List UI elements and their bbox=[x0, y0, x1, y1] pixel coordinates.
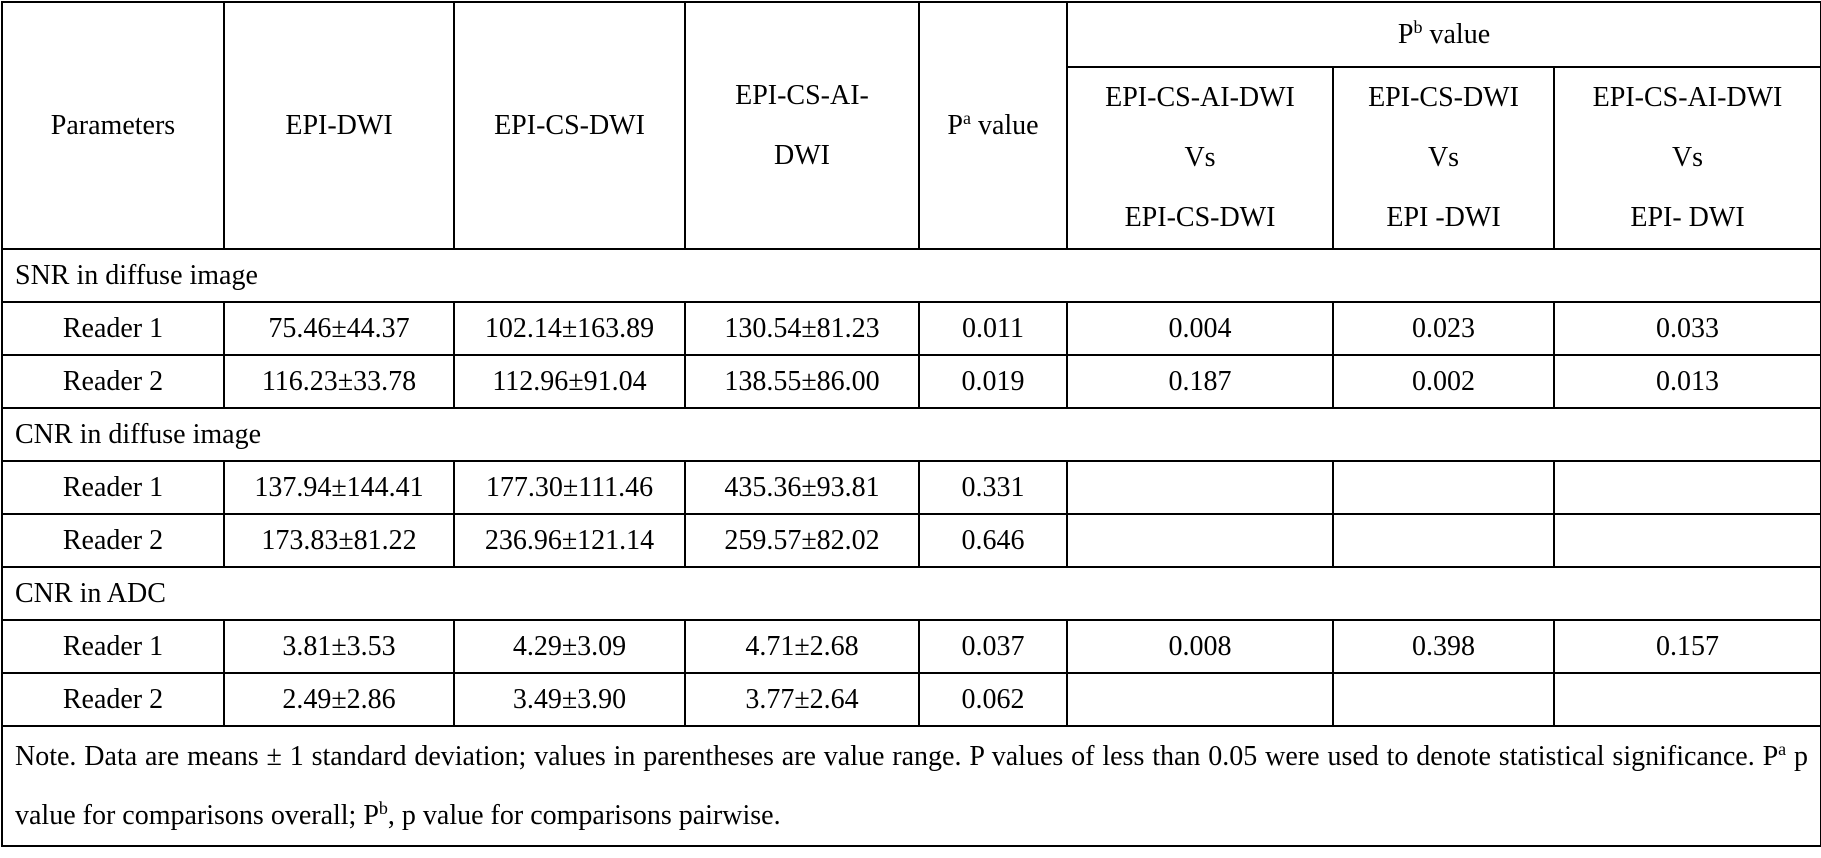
header-epi-cs-ai-dwi: EPI-CS-AI- DWI bbox=[684, 1, 920, 250]
epi-cs-dwi-cell: 112.96±91.04 bbox=[453, 354, 686, 409]
epi-cs-dwi-cell: 102.14±163.89 bbox=[453, 301, 686, 356]
pb-comparison-1-cell: 0.004 bbox=[1066, 301, 1334, 356]
epi-dwi-cell: 3.81±3.53 bbox=[223, 619, 455, 674]
header-pb-rest: value bbox=[1422, 18, 1491, 50]
pb-comparison-1-cell bbox=[1066, 672, 1334, 727]
reader-cell: Reader 1 bbox=[1, 460, 225, 515]
pa-value-cell: 0.019 bbox=[918, 354, 1068, 409]
epi-cs-ai-dwi-cell: 130.54±81.23 bbox=[684, 301, 920, 356]
header-epi-cs-ai-dwi-line2: DWI bbox=[774, 139, 830, 171]
note-text-part3: , p value for comparisons pairwise. bbox=[387, 800, 781, 831]
pb-comparison-2-cell: 0.002 bbox=[1332, 354, 1555, 409]
comparison-3-line3: EPI- DWI bbox=[1630, 202, 1745, 233]
section-row-cnr-diffuse: CNR in diffuse image bbox=[0, 407, 1821, 462]
header-pa-value: Pa value bbox=[918, 1, 1068, 250]
epi-dwi-cell: 75.46±44.37 bbox=[223, 301, 455, 356]
pb-comparison-3-cell: 0.013 bbox=[1552, 354, 1821, 409]
table-row: Reader 1 137.94±144.41 177.30±111.46 435… bbox=[1, 460, 1821, 515]
pb-comparison-3-cell bbox=[1552, 672, 1821, 727]
table-row: Reader 2 116.23±33.78 112.96±91.04 138.5… bbox=[1, 354, 1821, 409]
pb-comparison-2-cell: 0.023 bbox=[1332, 301, 1555, 356]
comparison-2-line3: EPI -DWI bbox=[1386, 202, 1501, 233]
pb-comparison-2-cell bbox=[1332, 513, 1555, 568]
reader-cell: Reader 2 bbox=[1, 672, 225, 727]
comparison-3-line1: EPI-CS-AI-DWI bbox=[1592, 82, 1783, 113]
pb-comparison-2-cell bbox=[1332, 672, 1555, 727]
table-row: Reader 2 173.83±81.22 236.96±121.14 259.… bbox=[1, 513, 1821, 568]
comparison-1-line3: EPI-CS-DWI bbox=[1124, 202, 1276, 233]
epi-cs-dwi-cell: 236.96±121.14 bbox=[453, 513, 686, 568]
note-sup-a: a bbox=[1778, 739, 1787, 759]
epi-cs-ai-dwi-cell: 259.57±82.02 bbox=[684, 513, 920, 568]
note-text-part1: Note. Data are means ± 1 standard deviat… bbox=[15, 741, 1779, 772]
header-comparison-1: EPI-CS-AI-DWI Vs EPI-CS-DWI bbox=[1066, 66, 1334, 250]
header-pb-sup: b bbox=[1413, 16, 1423, 37]
reader-cell: Reader 1 bbox=[1, 301, 225, 356]
pb-comparison-3-cell: 0.033 bbox=[1552, 301, 1821, 356]
pa-value-cell: 0.011 bbox=[918, 301, 1068, 356]
pb-comparison-3-cell: 0.157 bbox=[1552, 619, 1821, 674]
epi-dwi-cell: 2.49±2.86 bbox=[223, 672, 455, 727]
pa-value-cell: 0.062 bbox=[918, 672, 1068, 727]
comparison-1-line1: EPI-CS-AI-DWI bbox=[1105, 82, 1295, 113]
section-title: SNR in diffuse image bbox=[0, 248, 1821, 303]
table-note: Note. Data are means ± 1 standard deviat… bbox=[0, 725, 1821, 847]
reader-cell: Reader 2 bbox=[1, 513, 225, 568]
header-comparison-2: EPI-CS-DWI Vs EPI -DWI bbox=[1332, 66, 1555, 250]
header-pa-rest: value bbox=[970, 109, 1039, 141]
section-title: CNR in ADC bbox=[0, 566, 1821, 621]
reader-cell: Reader 2 bbox=[1, 354, 225, 409]
pb-comparison-1-cell bbox=[1066, 460, 1334, 515]
epi-dwi-cell: 137.94±144.41 bbox=[223, 460, 455, 515]
comparison-2-line2: Vs bbox=[1427, 142, 1460, 173]
header-epi-cs-ai-dwi-line1: EPI-CS-AI- bbox=[735, 79, 869, 111]
pb-comparison-2-cell bbox=[1332, 460, 1555, 515]
epi-cs-ai-dwi-cell: 435.36±93.81 bbox=[684, 460, 920, 515]
epi-cs-dwi-cell: 4.29±3.09 bbox=[453, 619, 686, 674]
epi-cs-ai-dwi-cell: 138.55±86.00 bbox=[684, 354, 920, 409]
pb-comparison-2-cell: 0.398 bbox=[1332, 619, 1555, 674]
header-row-top: Parameters EPI-DWI EPI-CS-DWI EPI-CS-AI-… bbox=[1, 1, 1821, 250]
epi-cs-ai-dwi-cell: 4.71±2.68 bbox=[684, 619, 920, 674]
header-pa-p: P bbox=[947, 109, 963, 141]
epi-cs-dwi-cell: 3.49±3.90 bbox=[453, 672, 686, 727]
comparison-1-line2: Vs bbox=[1184, 142, 1216, 173]
pb-comparison-1-cell: 0.187 bbox=[1066, 354, 1334, 409]
epi-cs-ai-dwi-cell: 3.77±2.64 bbox=[684, 672, 920, 727]
pa-value-cell: 0.331 bbox=[918, 460, 1068, 515]
pb-comparison-1-cell bbox=[1066, 513, 1334, 568]
table-row: Reader 1 75.46±44.37 102.14±163.89 130.5… bbox=[1, 301, 1821, 356]
table-row: Reader 1 3.81±3.53 4.29±3.09 4.71±2.68 0… bbox=[1, 619, 1821, 674]
pa-value-cell: 0.646 bbox=[918, 513, 1068, 568]
table-row: Reader 2 2.49±2.86 3.49±3.90 3.77±2.64 0… bbox=[1, 672, 1821, 727]
pb-comparison-1-cell: 0.008 bbox=[1066, 619, 1334, 674]
header-pb-value: Pb value bbox=[1065, 1, 1821, 68]
note-text-part2: p value for comparisons overall; P bbox=[15, 741, 1809, 831]
header-row-comparisons: EPI-CS-AI-DWI Vs EPI-CS-DWI EPI-CS-DWI V… bbox=[2, 66, 1821, 250]
epi-cs-dwi-cell: 177.30±111.46 bbox=[453, 460, 686, 515]
header-comparison-3: EPI-CS-AI-DWI Vs EPI- DWI bbox=[1552, 66, 1821, 250]
section-row-snr-diffuse: SNR in diffuse image bbox=[0, 248, 1821, 303]
reader-cell: Reader 1 bbox=[1, 619, 225, 674]
comparison-3-line2: Vs bbox=[1671, 142, 1704, 173]
note-sup-b: b bbox=[378, 798, 388, 818]
header-epi-cs-dwi: EPI-CS-DWI bbox=[453, 1, 686, 250]
header-pb-p: P bbox=[1397, 18, 1414, 50]
note-row: Note. Data are means ± 1 standard deviat… bbox=[0, 725, 1821, 847]
epi-dwi-cell: 173.83±81.22 bbox=[223, 513, 455, 568]
comparison-2-line1: EPI-CS-DWI bbox=[1368, 82, 1519, 113]
pb-comparison-3-cell bbox=[1552, 513, 1821, 568]
header-epi-dwi: EPI-DWI bbox=[223, 1, 455, 250]
pa-value-cell: 0.037 bbox=[918, 619, 1068, 674]
epi-dwi-cell: 116.23±33.78 bbox=[223, 354, 455, 409]
header-parameters: Parameters bbox=[1, 1, 225, 250]
header-pa-sup: a bbox=[962, 107, 971, 128]
section-title: CNR in diffuse image bbox=[0, 407, 1821, 462]
pb-comparison-3-cell bbox=[1552, 460, 1821, 515]
section-row-cnr-adc: CNR in ADC bbox=[0, 566, 1821, 621]
